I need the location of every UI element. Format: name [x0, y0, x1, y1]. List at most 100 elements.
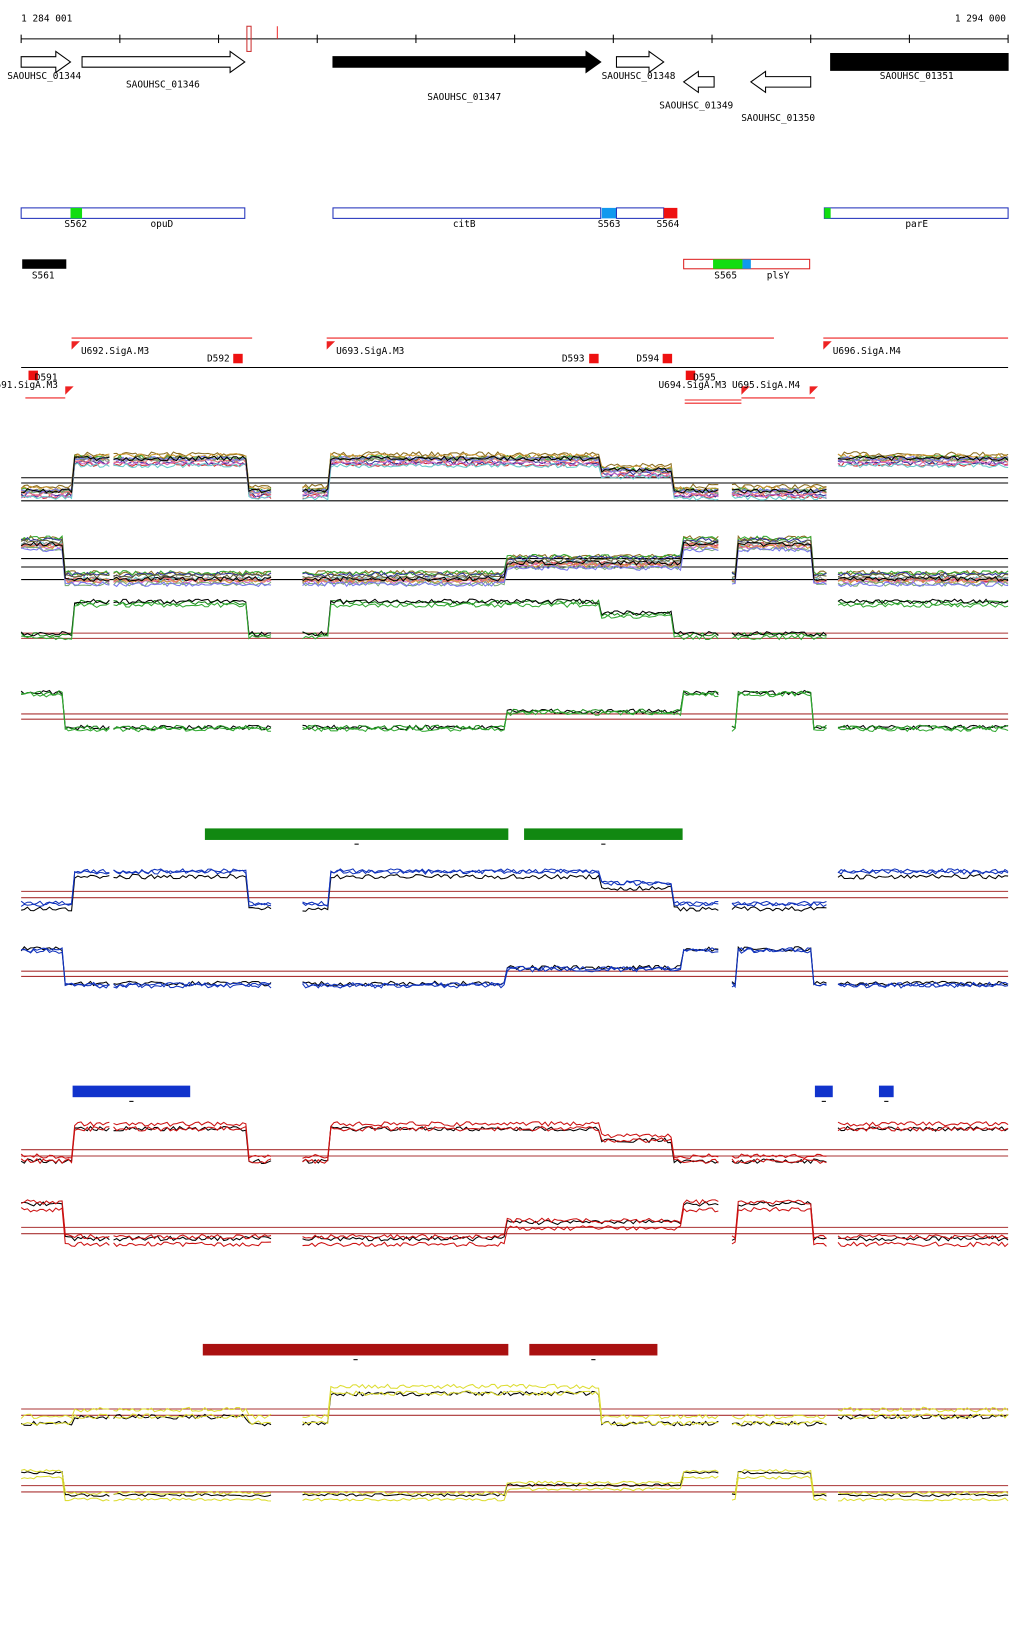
signal-trace [113, 724, 272, 731]
promoter-flag [809, 386, 819, 395]
signal-trace [302, 461, 719, 500]
signal-trace [731, 535, 827, 576]
signal-trace [837, 868, 1009, 874]
gene-label: SAOUHSC_01346 [126, 80, 200, 91]
signal-trace [302, 452, 719, 491]
signal-trace [20, 1207, 110, 1247]
promoter-label: U693.SigA.M3 [336, 346, 404, 357]
signal-trace [837, 1233, 1009, 1240]
signal-trace [838, 724, 1009, 731]
feature-label: S565 [714, 271, 737, 282]
signal-trace [837, 1121, 1009, 1127]
promoter-flag [326, 341, 336, 350]
gene-label: SAOUHSC_01350 [741, 113, 815, 124]
signal-trace [113, 598, 272, 637]
signal-trace [302, 692, 719, 733]
signal-trace [731, 691, 827, 732]
promoter-label: U696.SigA.M4 [833, 346, 902, 357]
signal-trace [302, 1471, 719, 1498]
signal-trace [302, 455, 719, 494]
signal-trace [302, 1201, 719, 1242]
signal-trace [302, 868, 719, 908]
signal-trace [837, 462, 1009, 469]
signal-trace [113, 868, 272, 907]
signal-trace [113, 455, 272, 494]
feature-box [22, 259, 67, 269]
gene-arrow [615, 50, 665, 74]
gene-arrow [332, 50, 602, 74]
promoter-label: D591 [35, 372, 58, 383]
signal-trace [837, 571, 1009, 578]
promoter-label: U692.SigA.M3 [81, 346, 149, 357]
promoter-flag [823, 341, 832, 350]
signal-trace [302, 1125, 719, 1165]
signal-trace [113, 571, 272, 578]
signal-trace [20, 546, 110, 587]
feature-label: S561 [32, 271, 55, 282]
signal-trace [302, 547, 719, 588]
signal-trace [21, 691, 110, 732]
signal-trace [731, 1153, 827, 1159]
signal-trace [113, 1125, 272, 1164]
feature-box [70, 207, 83, 219]
signal-trace [302, 599, 719, 637]
signal-trace [302, 868, 719, 907]
signal-trace [302, 537, 719, 578]
signal-trace [21, 462, 110, 500]
signal-trace [113, 575, 272, 582]
feature-box [615, 207, 665, 219]
feature-box [202, 1343, 509, 1356]
signal-trace [113, 1413, 272, 1427]
signal-trace [731, 634, 827, 641]
feature-box [685, 370, 696, 381]
signal-trace [302, 947, 719, 988]
signal-trace [838, 575, 1009, 582]
feature-box [663, 207, 678, 219]
signal-trace [837, 1241, 1009, 1248]
signal-trace [302, 546, 719, 587]
signal-trace [837, 726, 1009, 733]
signal-trace [21, 874, 110, 912]
signal-trace [302, 455, 719, 494]
signal-trace [837, 1493, 1009, 1498]
signal-trace [731, 1158, 827, 1164]
signal-trace [731, 631, 827, 637]
signal-trace [837, 577, 1009, 584]
ruler-start: 1 284 001 [21, 13, 72, 24]
feature-box [824, 207, 831, 219]
feature-box [72, 1085, 191, 1098]
signal-trace [302, 460, 719, 499]
signal-trace [837, 1406, 1009, 1413]
signal-trace [302, 1383, 719, 1420]
signal-trace [113, 452, 272, 491]
signal-trace [302, 946, 719, 987]
signal-trace [731, 1413, 827, 1420]
signal-trace [731, 947, 827, 988]
gene-arrow [20, 50, 72, 74]
signal-trace [731, 690, 827, 731]
gene-arrow [830, 53, 1009, 71]
signal-trace [837, 982, 1009, 989]
feature-label: opuD [150, 219, 173, 230]
signal-trace [113, 1497, 272, 1502]
signal-trace [837, 1490, 1009, 1495]
signal-trace [302, 536, 719, 576]
signal-trace [302, 1125, 719, 1164]
signal-trace [113, 581, 272, 588]
gene-arrow [81, 50, 246, 74]
signal-trace [20, 870, 110, 907]
signal-trace [21, 1413, 110, 1426]
gene-label: SAOUHSC_01349 [659, 101, 733, 112]
signal-trace [21, 1201, 110, 1242]
feature-box [713, 259, 743, 269]
promoter-label: U691.SigA.M3 [0, 380, 58, 391]
signal-trace [21, 455, 110, 494]
signal-trace [302, 1120, 719, 1159]
signal-trace [731, 900, 827, 907]
signal-trace [21, 1475, 110, 1502]
signal-trace [20, 451, 110, 489]
feature-box [742, 259, 751, 269]
signal-trace [20, 599, 110, 638]
signal-trace [837, 460, 1009, 467]
